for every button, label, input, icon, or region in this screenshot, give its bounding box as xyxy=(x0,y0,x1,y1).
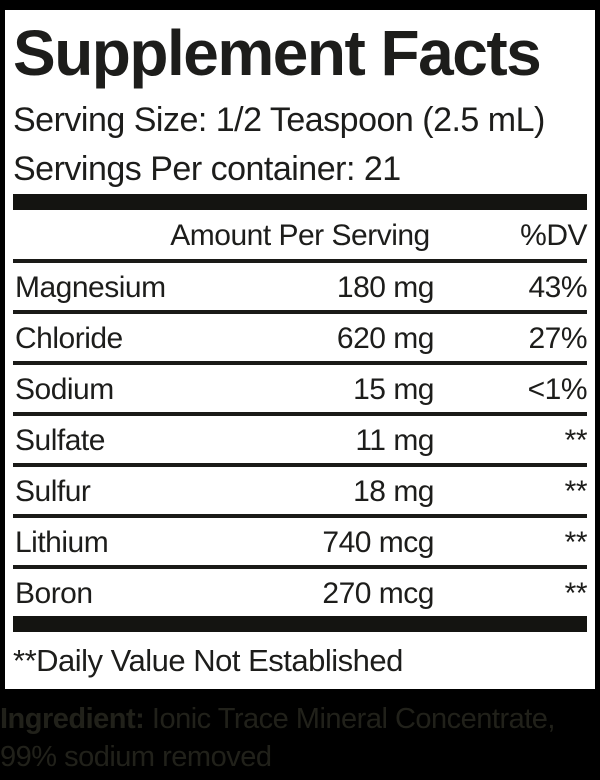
nutrient-name: Sulfur xyxy=(15,475,91,508)
nutrient-amount: 18 mg xyxy=(353,475,434,508)
nutrient-name: Boron xyxy=(15,577,93,610)
nutrient-amount: 180 mg xyxy=(336,271,435,304)
nutrient-dv: <1% xyxy=(527,373,588,406)
divider-bar-top xyxy=(13,194,587,210)
servings-per-container-line: Servings Per container: 21 xyxy=(13,150,401,188)
facts-panel: Supplement Facts Serving Size: 1/2 Teasp… xyxy=(5,10,595,689)
serving-size-line: Serving Size: 1/2 Teaspoon (2.5 mL) xyxy=(13,101,545,139)
percent-dv-header: %DV xyxy=(520,219,587,252)
ingredient-text: Ionic Trace Mineral Concentrate, 99% sod… xyxy=(0,703,556,773)
nutrient-amount: 740 mcg xyxy=(322,526,434,559)
table-row: Chloride 620 mg 27% xyxy=(13,314,587,365)
nutrient-dv: 27% xyxy=(528,322,587,355)
nutrient-amount: 270 mcg xyxy=(322,577,434,610)
table-header-row: Amount Per Serving %DV xyxy=(13,210,587,263)
divider-bar-bottom xyxy=(13,616,587,632)
table-row: Sulfur 18 mg ** xyxy=(13,467,588,518)
table-row: Lithium 740 mcg ** xyxy=(13,518,588,569)
nutrient-name: Sulfate xyxy=(15,424,105,457)
nutrient-name: Magnesium xyxy=(15,271,166,304)
nutrient-name: Sodium xyxy=(15,373,114,406)
nutrient-name: Lithium xyxy=(15,526,109,559)
amount-per-serving-header: Amount Per Serving xyxy=(170,219,430,252)
nutrient-amount: 15 mg xyxy=(353,373,434,406)
daily-value-footnote: **Daily Value Not Established xyxy=(13,643,403,678)
nutrient-amount: 620 mg xyxy=(336,322,435,355)
nutrient-dv: ** xyxy=(564,526,588,559)
ingredient-label: Ingredient: xyxy=(0,703,145,735)
nutrient-amount: 11 mg xyxy=(355,424,434,457)
nutrient-dv: 43% xyxy=(528,271,587,304)
nutrient-dv: ** xyxy=(564,577,588,610)
table-row: Sulfate 11 mg ** xyxy=(13,416,588,467)
nutrient-name: Chloride xyxy=(15,322,123,355)
table-row: Boron 270 mcg ** xyxy=(13,569,588,616)
nutrient-dv: ** xyxy=(564,475,588,508)
table-row: Magnesium 180 mg 43% xyxy=(13,263,587,314)
ingredient-section: Ingredient: Ionic Trace Mineral Concentr… xyxy=(0,689,600,780)
table-row: Sodium 15 mg <1% xyxy=(13,365,588,416)
panel-title: Supplement Facts xyxy=(13,17,542,89)
nutrient-dv: ** xyxy=(564,424,588,457)
